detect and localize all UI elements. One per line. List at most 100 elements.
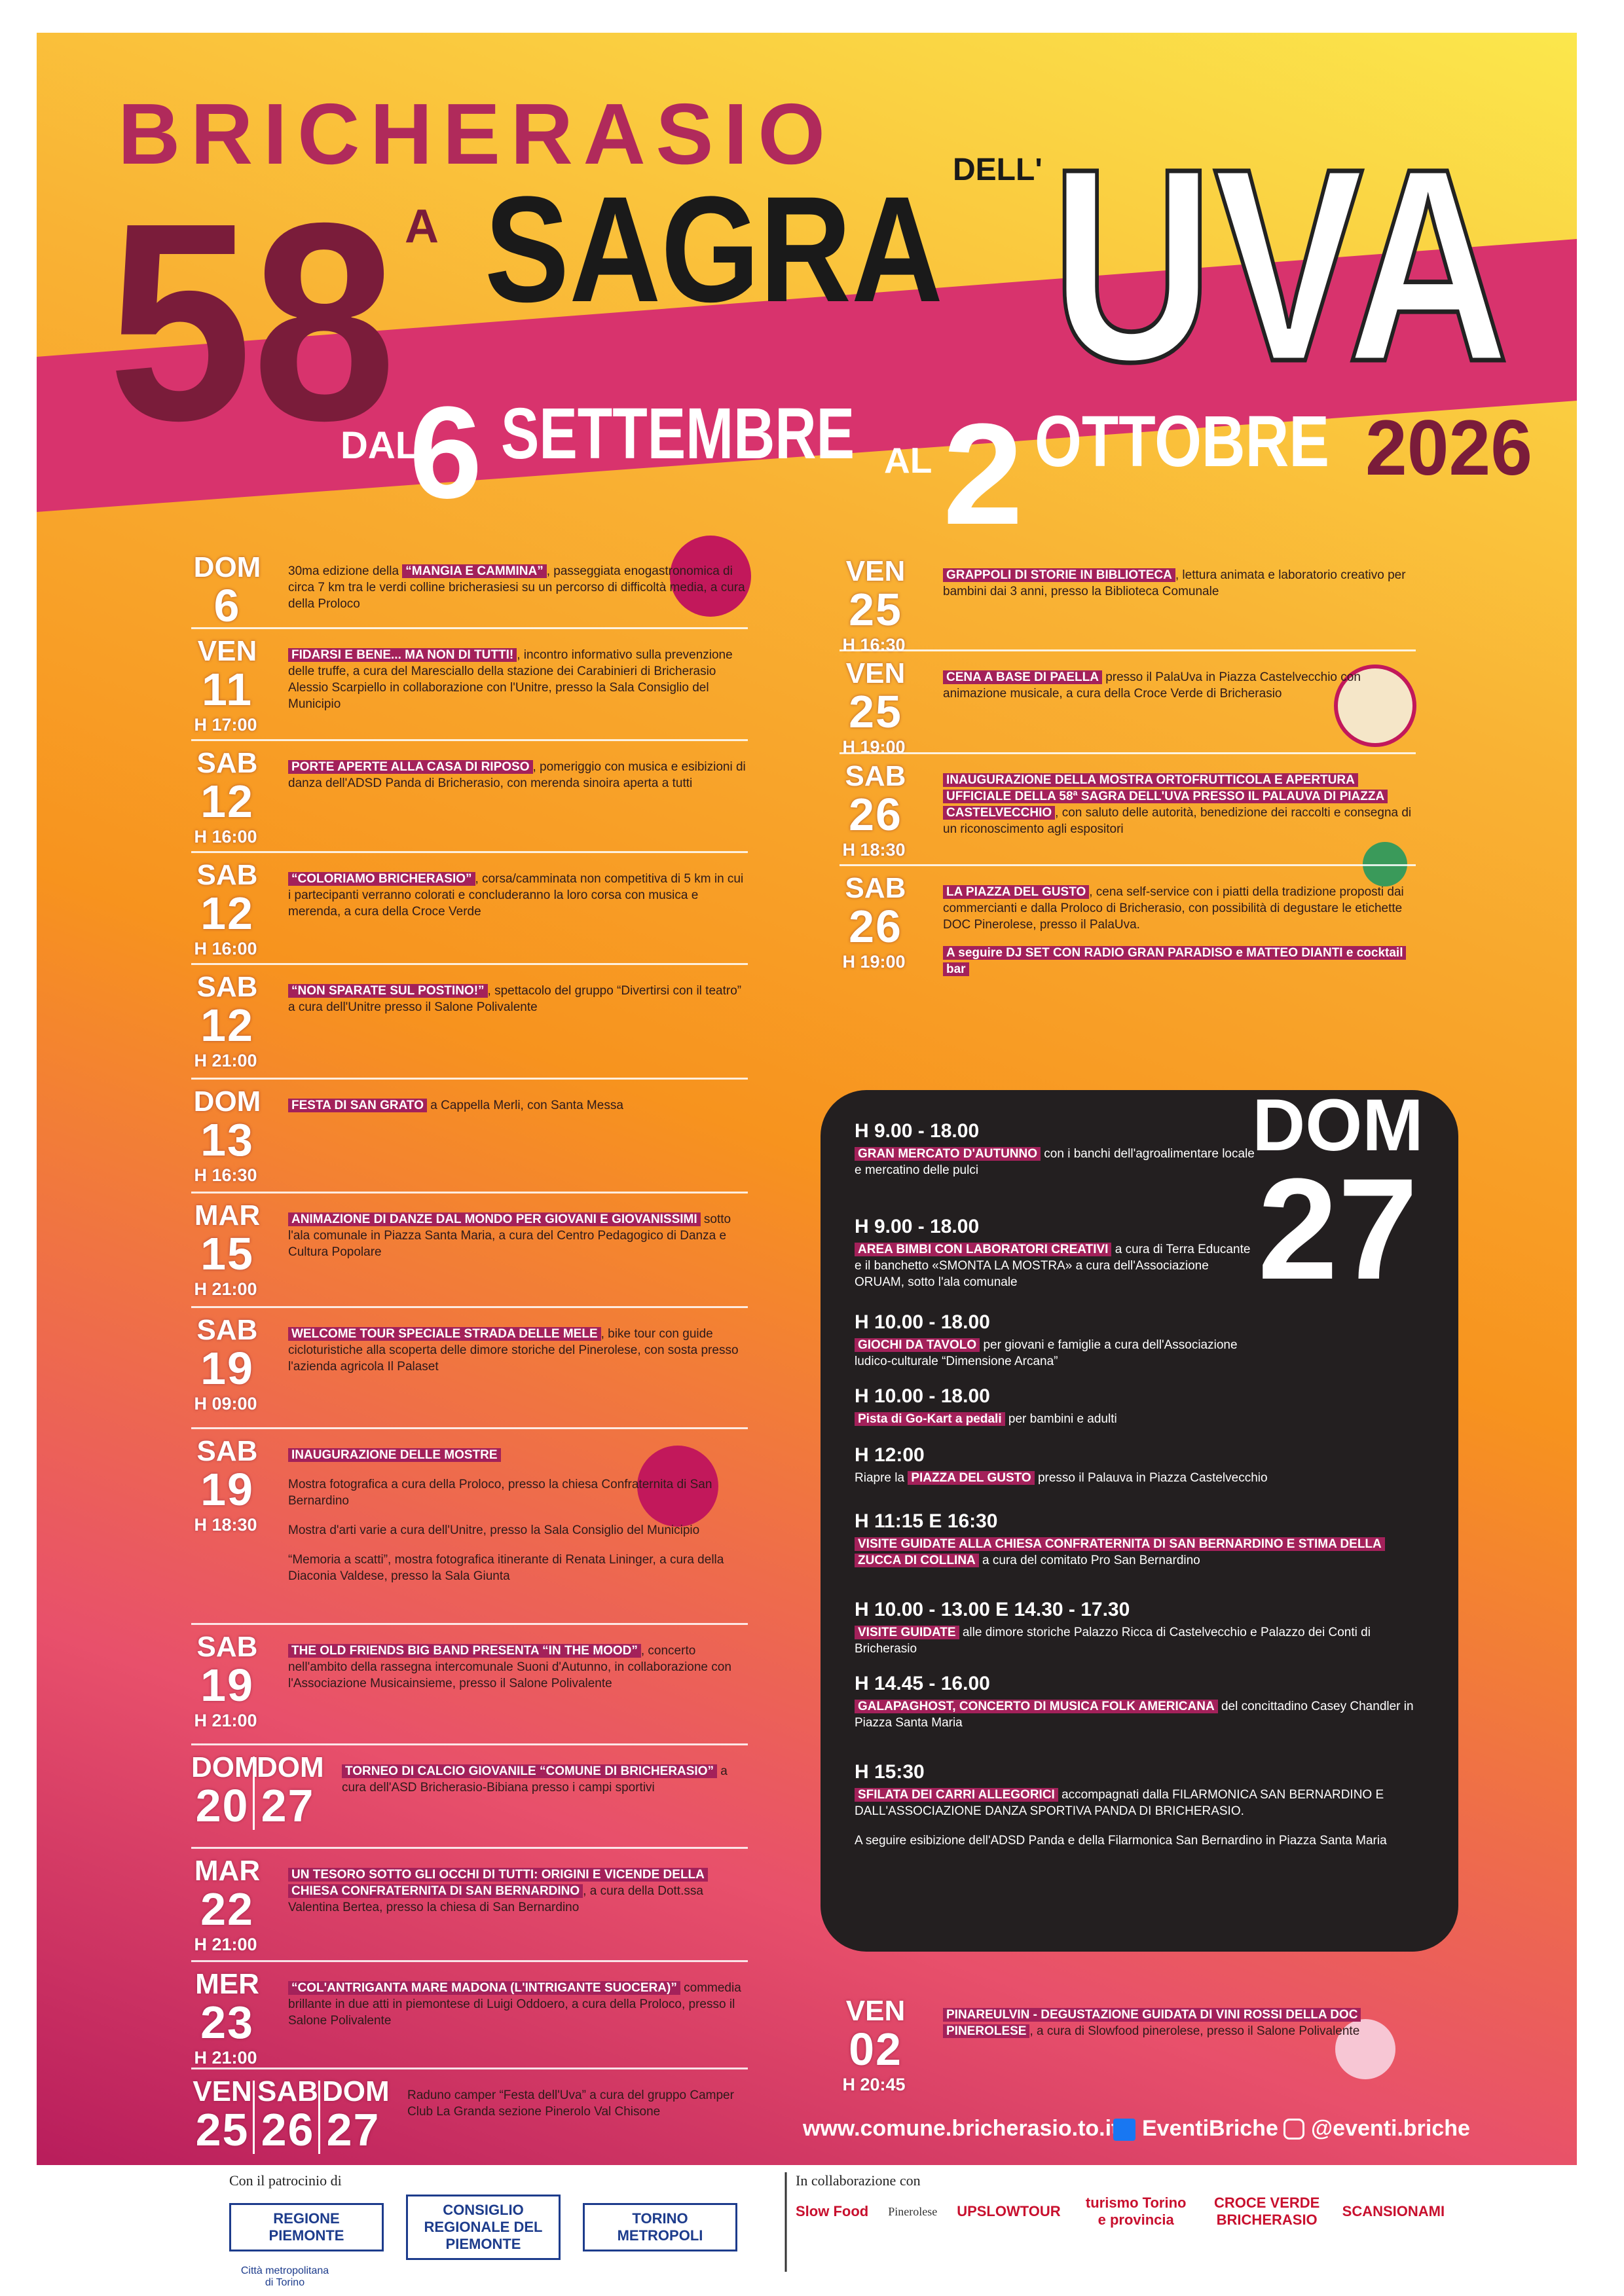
day-date: 27 — [326, 2104, 380, 2155]
day-date: 13 — [200, 1114, 254, 1165]
day-name: MAR — [194, 1199, 261, 1231]
event-title: PIAZZA DEL GUSTO — [908, 1471, 1035, 1485]
event-day: SAB 26 — [257, 2077, 319, 2153]
icon — [670, 536, 751, 617]
event-day: SAB 12 — [191, 748, 263, 827]
partner-logo: CROCE VERDE BRICHERASIO — [1213, 2195, 1320, 2228]
separator — [840, 752, 1416, 754]
event-day: SAB 19 — [191, 1315, 263, 1394]
item-time: H 10.00 - 13.00 E 14.30 - 17.30 — [855, 1599, 1130, 1620]
event-text: “COL'ANTRIGANTA MARE MADONA (L'INTRIGANT… — [288, 1980, 747, 2029]
event-extra-title: A seguire DJ SET CON RADIO GRAN PARADISO… — [943, 946, 1407, 976]
website[interactable]: www.comune.bricherasio.to.it — [803, 2116, 1119, 2141]
day-date: 26 — [849, 901, 902, 952]
event-desc: del concittadino Casey Chandler in Piazz… — [855, 1700, 1414, 1730]
sunday-box: DOM 27 H 9.00 - 18.00 GRAN MERCATO D'AUTUNN… — [821, 1086, 1458, 1952]
event-body: UN TESORO SOTTO GLI OCCHI DI TUTTI: ORIG… — [288, 1867, 747, 1916]
separator — [191, 1427, 748, 1429]
day-date: 02 — [849, 2024, 902, 2075]
collaboration-label: In collaborazione con — [796, 2172, 921, 2189]
event-body: PINAREULVIN - DEGUSTAZIONE GUIDATA DI VI… — [943, 2007, 1414, 2039]
facebook[interactable]: EventiBriche — [1142, 2116, 1278, 2141]
icon — [637, 1446, 718, 1527]
event-desc: a cura di Terra Educante e il banchetto … — [855, 1243, 1251, 1289]
day-date: 19 — [200, 1464, 254, 1515]
event-body: “COL'ANTRIGANTA MARE MADONA (L'INTRIGANT… — [288, 1980, 747, 2029]
patron-logo: Città metropolitana di Torino — [240, 2265, 329, 2288]
event-day: DOM 27 — [257, 1753, 324, 1829]
patron-logo: TORINO METROPOLI — [583, 2203, 737, 2251]
separator — [191, 1192, 748, 1194]
event-day: SAB 26 — [840, 873, 912, 952]
event-desc: a cura del comitato Pro San Bernardino — [978, 1554, 1200, 1567]
patron-logo: CONSIGLIO REGIONALE DEL PIEMONTE — [406, 2195, 561, 2260]
event-body: “NON SPARATE SUL POSTINO!”, spettacolo d… — [288, 983, 747, 1015]
day-date: 15 — [200, 1228, 254, 1279]
sunday-item: H 9.00 - 18.00 AREA BIMBI CON LABORATORI … — [855, 1215, 1261, 1290]
event-text: Riapre la PIAZZA DEL GUSTO presso il Pal… — [855, 1470, 1418, 1486]
event-paragraph: “Memoria a scatti”, mostra fotografica i… — [288, 1553, 724, 1583]
event-body: FESTA DI SAN GRATO a Cappella Merli, con… — [288, 1097, 747, 1114]
event-time: H 18:30 — [194, 1515, 257, 1535]
day-date: 23 — [200, 1997, 254, 2048]
year: 2026 — [1365, 404, 1532, 492]
sunday-item: H 15:30 SFILATA DEI CARRI ALLEGORICI acco… — [855, 1760, 1418, 1849]
city: BRICHERASIO — [118, 86, 825, 182]
instagram[interactable]: @eventi.briche — [1311, 2116, 1470, 2141]
day-date: 12 — [200, 776, 254, 827]
day-date: 26 — [261, 2104, 315, 2155]
event-day: VEN 02 — [840, 1996, 912, 2075]
event-body: INAUGURAZIONE DELLA MOSTRA ORTOFRUTTICOL… — [943, 772, 1414, 837]
event-title: VISITE GUIDATE — [855, 1626, 959, 1639]
sunday-item: H 10.00 - 13.00 E 14.30 - 17.30 VISITE GU… — [855, 1598, 1418, 1657]
event-desc: Raduno camper “Festa dell'Uva” a cura de… — [407, 2088, 734, 2119]
day-date: 20 — [195, 1780, 249, 1831]
event-text: INAUGURAZIONE DELLA MOSTRA ORTOFRUTTICOL… — [943, 772, 1414, 837]
event-note: A seguire esibizione dell'ADSD Panda e d… — [855, 1834, 1387, 1848]
item-time: H 9.00 - 18.00 — [855, 1120, 980, 1142]
event-time: H 19:00 — [842, 952, 906, 972]
event-title: FESTA DI SAN GRATO — [288, 1099, 427, 1112]
event-text: “NON SPARATE SUL POSTINO!”, spettacolo d… — [288, 983, 747, 1015]
event-day: MAR 15 — [191, 1201, 263, 1277]
event-desc: accompagnati dalla FILARMONICA SAN BERNA… — [855, 1788, 1384, 1818]
separator — [191, 851, 748, 853]
event-body: WELCOME TOUR SPECIALE STRADA DELLE MELE,… — [288, 1326, 747, 1375]
event-desc: per bambini e adulti — [1005, 1412, 1117, 1426]
separator — [840, 864, 1416, 866]
day-name: DOM — [322, 2075, 390, 2107]
event-day: SAB 19 — [191, 1632, 263, 1711]
event-day: VEN 25 — [191, 2077, 253, 2153]
event-title: WELCOME TOUR SPECIALE STRADA DELLE MELE — [288, 1327, 601, 1341]
day-date: 25 — [849, 584, 902, 635]
event-text: PINAREULVIN - DEGUSTAZIONE GUIDATA DI VI… — [943, 2007, 1414, 2039]
event-desc: commedia brillante in due atti in piemon… — [288, 1981, 741, 2028]
separator — [191, 627, 748, 629]
partner-logo: turismo Torino e provincia — [1085, 2195, 1187, 2228]
day-divider — [318, 2081, 320, 2154]
event-day: DOM 20 — [191, 1753, 259, 1831]
event-pre: Riapre la — [855, 1471, 908, 1485]
separator — [191, 963, 748, 965]
event-body: CENA A BASE DI PAELLA presso il PalaUva … — [943, 669, 1414, 702]
ig-icon — [1283, 2119, 1304, 2140]
event-desc: , passeggiata enogastronomica di circa 7… — [288, 564, 745, 611]
event-text: GRAPPOLI DI STORIE IN BIBLIOTECA, lettur… — [943, 567, 1414, 600]
start-month: SETTEMBRE — [501, 393, 855, 474]
separator — [191, 2068, 748, 2069]
event-body: “COLORIAMO BRICHERASIO”, corsa/camminata… — [288, 871, 747, 920]
event-body: LA PIAZZA DEL GUSTO, cena self-service c… — [943, 884, 1414, 977]
day-name: MER — [195, 1968, 259, 2000]
event-desc: presso il PalaUva in Piazza Castelvecchi… — [943, 670, 1361, 701]
day-date: 19 — [200, 1660, 254, 1711]
day-divider — [253, 1757, 255, 1830]
event-day: DOM 27 — [322, 2075, 390, 2155]
day-date: 19 — [200, 1343, 254, 1394]
event-title: Pista di Go-Kart a pedali — [855, 1412, 1005, 1426]
event-body: FIDARSI E BENE... MA NON DI TUTTI!, inco… — [288, 647, 747, 712]
event-title: GALAPAGHOST, CONCERTO DI MUSICA FOLK AME… — [855, 1700, 1218, 1713]
event-text: LA PIAZZA DEL GUSTO, cena self-service c… — [943, 884, 1414, 933]
edition: 58 — [108, 165, 396, 479]
